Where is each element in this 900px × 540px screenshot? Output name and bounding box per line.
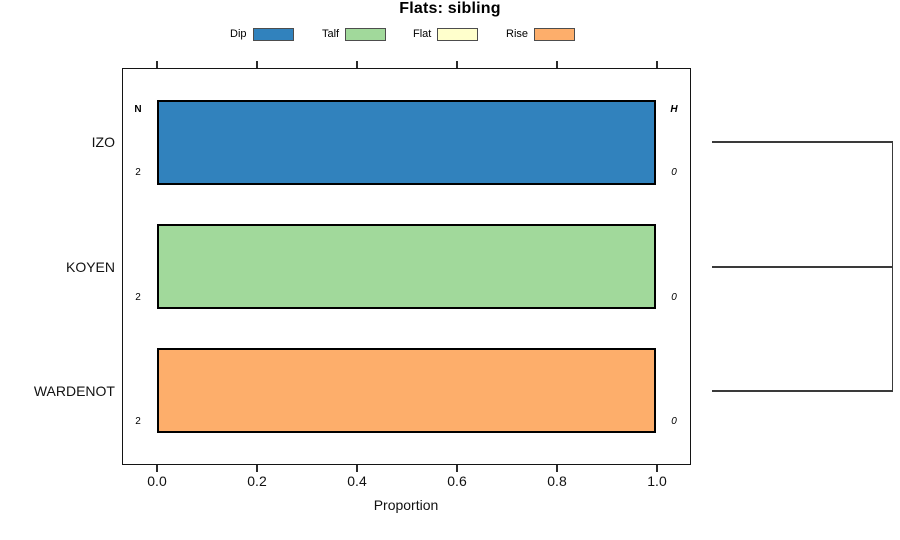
legend-item-talf: Talf xyxy=(322,26,387,42)
x-axis-tick-label: 0.2 xyxy=(247,473,267,489)
h-value-koyen: 0 xyxy=(671,292,677,303)
x-axis-tick-label: 0.8 xyxy=(547,473,567,489)
x-axis-top-tick xyxy=(156,61,158,68)
legend-label-dip: Dip xyxy=(230,28,247,40)
legend-label-rise: Rise xyxy=(506,28,529,40)
y-axis-label-koyen: KOYEN xyxy=(65,259,115,275)
n-value-wardenot: 2 xyxy=(135,416,141,427)
y-axis-label-izo: IZO xyxy=(91,134,115,150)
legend-label-talf: Talf xyxy=(322,28,340,40)
x-axis-tick xyxy=(556,465,558,472)
dendrogram-link-koyen xyxy=(712,266,893,268)
x-axis-top-tick xyxy=(256,61,258,68)
x-axis-tick xyxy=(256,465,258,472)
n-column-header: N xyxy=(134,104,142,115)
bar-wardenot xyxy=(157,348,656,433)
x-axis-tick-label: 0.4 xyxy=(347,473,367,489)
x-axis-top-tick xyxy=(356,61,358,68)
legend-swatch-rise xyxy=(534,27,576,41)
x-axis-tick-label: 1.0 xyxy=(647,473,667,489)
x-axis-tick xyxy=(656,465,658,472)
bar-koyen xyxy=(157,224,656,309)
n-value-izo: 2 xyxy=(135,167,141,178)
x-axis-tick xyxy=(456,465,458,472)
h-value-izo: 0 xyxy=(671,167,677,178)
legend-label-flat: Flat xyxy=(413,28,432,40)
legend-swatch-talf xyxy=(345,27,387,41)
h-column-header: H xyxy=(670,104,678,115)
legend-item-flat: Flat xyxy=(413,26,479,42)
dendrogram-link-wardenot xyxy=(712,390,893,392)
x-axis-top-tick xyxy=(556,61,558,68)
legend-item-rise: Rise xyxy=(506,26,576,42)
x-axis-title: Proportion xyxy=(373,497,439,513)
x-axis-top-tick xyxy=(456,61,458,68)
x-axis-tick-label: 0.6 xyxy=(447,473,467,489)
h-value-wardenot: 0 xyxy=(671,416,677,427)
legend-swatch-flat xyxy=(437,27,479,41)
y-axis-label-wardenot: WARDENOT xyxy=(33,383,115,399)
x-axis-tick xyxy=(356,465,358,472)
dendrogram-join xyxy=(891,141,893,392)
legend-item-dip: Dip xyxy=(230,26,294,42)
x-axis-tick xyxy=(156,465,158,472)
dendrogram-link-izo xyxy=(712,141,893,143)
x-axis-top-tick xyxy=(656,61,658,68)
n-value-koyen: 2 xyxy=(135,292,141,303)
legend-swatch-dip xyxy=(252,27,294,41)
chart-title: Flats: sibling xyxy=(399,0,501,17)
bar-izo xyxy=(157,100,656,185)
x-axis-tick-label: 0.0 xyxy=(147,473,167,489)
